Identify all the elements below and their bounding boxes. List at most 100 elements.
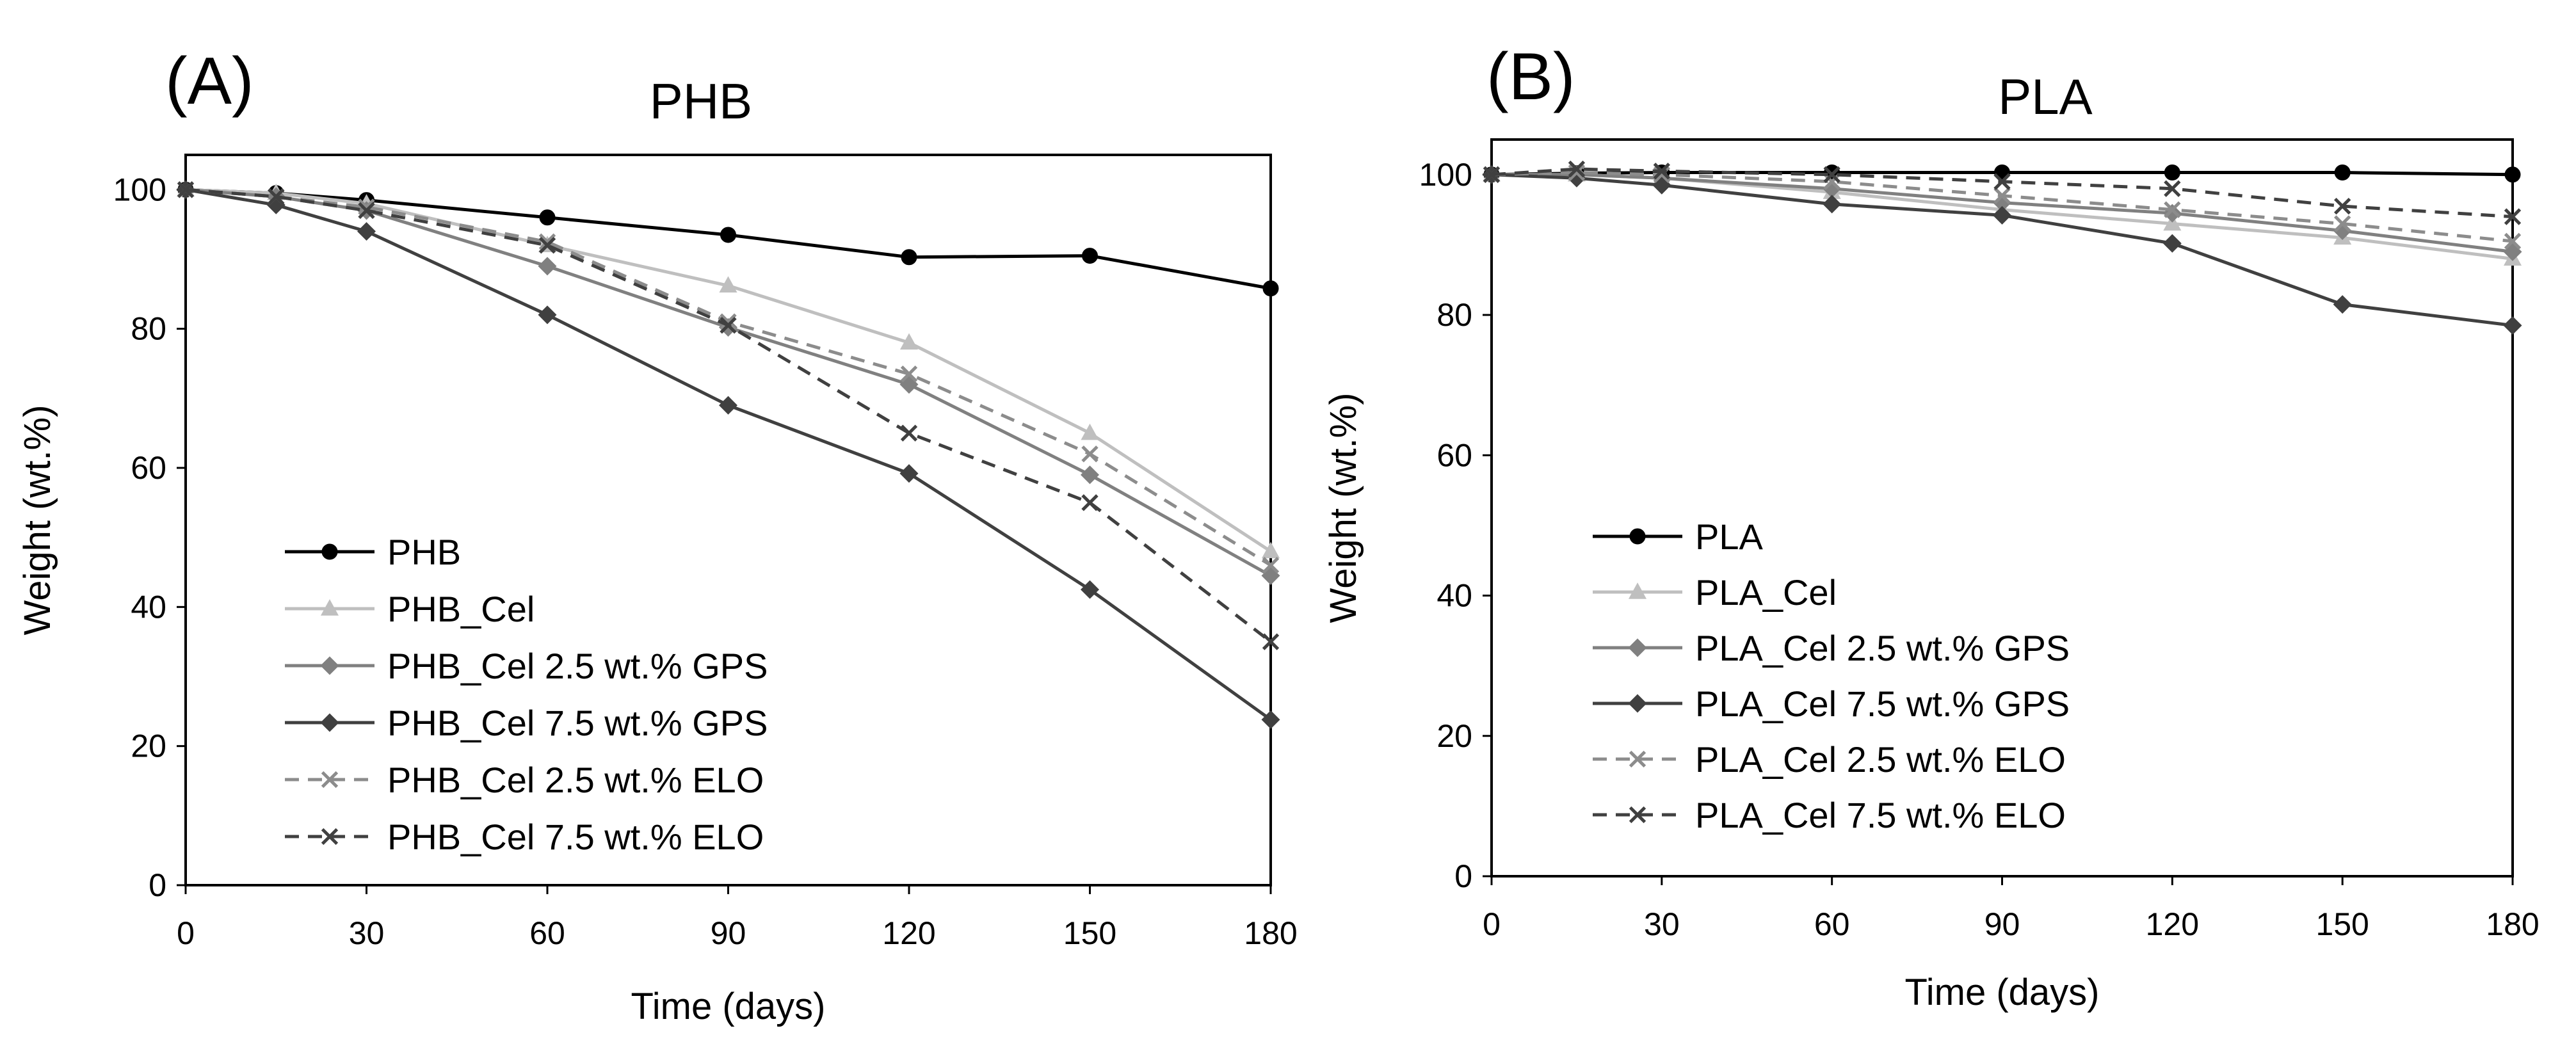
data-point xyxy=(1823,166,1840,183)
y-tick-label: 80 xyxy=(131,311,166,347)
legend-item-pla-cel-7-5-wt-gps: PLA_Cel 7.5 wt.% GPS xyxy=(1593,684,2070,724)
y-tick-label: 20 xyxy=(131,728,166,764)
data-point xyxy=(900,365,918,383)
legend-marker xyxy=(1628,582,1647,599)
legend-item-phb-cel: PHB_Cel xyxy=(285,589,535,629)
legend-label: PLA_Cel 2.5 wt.% GPS xyxy=(1695,628,2070,668)
legend-item-phb-cel-7-5-wt-gps: PHB_Cel 7.5 wt.% GPS xyxy=(285,703,768,743)
legend-label: PLA_Cel 7.5 wt.% ELO xyxy=(1695,795,2066,835)
data-point xyxy=(719,276,737,293)
data-point xyxy=(2164,180,2181,197)
legend-item-pla: PLA xyxy=(1593,517,1763,557)
legend-marker xyxy=(321,543,338,560)
data-point xyxy=(1261,710,1280,729)
y-axis-label: Weight (wt.%) xyxy=(17,405,58,636)
legend-item-pla-cel: PLA_Cel xyxy=(1593,572,1837,613)
legend-item-phb: PHB xyxy=(285,532,461,572)
y-tick-label: 60 xyxy=(1437,437,1472,473)
legend-label: PHB_Cel 7.5 wt.% GPS xyxy=(387,703,768,743)
y-tick-label: 100 xyxy=(113,172,166,207)
series-line xyxy=(185,188,1272,643)
data-point xyxy=(1081,445,1099,463)
y-tick-label: 80 xyxy=(1437,297,1472,333)
legend-marker xyxy=(1629,528,1646,545)
y-tick-label: 0 xyxy=(149,867,166,903)
data-point xyxy=(1993,173,2011,190)
x-tick-label: 180 xyxy=(2486,906,2539,942)
x-tick-label: 120 xyxy=(2146,906,2199,942)
legend-item-pla-cel-2-5-wt-elo: PLA_Cel 2.5 wt.% ELO xyxy=(1593,739,2066,780)
panel-label: (B) xyxy=(1486,40,1575,114)
y-tick-label: 40 xyxy=(131,589,166,625)
series-line xyxy=(1491,171,2513,243)
chart-title: PLA xyxy=(1998,68,2092,125)
data-point xyxy=(1081,494,1099,511)
data-point xyxy=(1262,633,1280,650)
legend-item-phb-cel-7-5-wt-elo: PHB_Cel 7.5 wt.% ELO xyxy=(285,817,764,857)
data-point xyxy=(2164,164,2180,181)
x-tick-label: 0 xyxy=(177,915,195,951)
x-tick-label: 30 xyxy=(349,915,385,951)
legend-item-phb-cel-2-5-wt-elo: PHB_Cel 2.5 wt.% ELO xyxy=(285,760,764,800)
panel-label: (A) xyxy=(165,44,254,118)
data-point xyxy=(1262,556,1280,574)
data-point xyxy=(1080,580,1100,599)
legend-label: PHB_Cel xyxy=(387,589,535,629)
data-point xyxy=(720,227,736,243)
x-tick-label: 60 xyxy=(529,915,565,951)
data-point xyxy=(1993,187,2011,204)
data-point xyxy=(1568,164,1586,181)
data-point xyxy=(2333,295,2352,314)
data-point xyxy=(1262,280,1279,297)
y-tick-label: 100 xyxy=(1419,157,1472,193)
legend-item-pla-cel-7-5-wt-elo: PLA_Cel 7.5 wt.% ELO xyxy=(1593,795,2066,835)
data-point xyxy=(718,396,738,415)
data-point xyxy=(900,424,918,442)
data-point xyxy=(899,464,919,483)
data-point xyxy=(357,222,376,241)
data-point xyxy=(1823,195,1842,214)
legend-marker xyxy=(321,828,339,846)
series-line xyxy=(185,188,1272,721)
data-point xyxy=(2162,234,2182,253)
x-tick-label: 120 xyxy=(882,915,935,951)
legend-marker xyxy=(1628,694,1647,713)
legend-label: PHB_Cel 2.5 wt.% ELO xyxy=(387,760,764,800)
data-point xyxy=(2163,214,2182,231)
data-point xyxy=(2164,201,2181,218)
data-point xyxy=(358,202,375,220)
data-point xyxy=(538,237,556,254)
data-point xyxy=(1081,423,1099,440)
y-tick-label: 40 xyxy=(1437,578,1472,614)
legend-item-phb-cel-2-5-wt-gps: PHB_Cel 2.5 wt.% GPS xyxy=(285,646,768,686)
legend-marker xyxy=(321,771,339,789)
data-point xyxy=(720,317,737,334)
data-point xyxy=(2504,166,2521,183)
legend-label: PHB_Cel 7.5 wt.% ELO xyxy=(387,817,764,857)
data-point xyxy=(899,333,919,350)
legend-marker xyxy=(320,656,339,675)
x-axis-label: Time (days) xyxy=(631,986,826,1027)
chart-title: PHB xyxy=(650,73,752,129)
data-point xyxy=(2503,316,2522,335)
data-point xyxy=(1992,205,2012,225)
data-point xyxy=(1080,465,1100,485)
series-line xyxy=(1492,173,2513,253)
x-tick-label: 150 xyxy=(1063,915,1116,951)
legend-marker xyxy=(1629,750,1646,768)
data-point xyxy=(268,188,285,205)
legend-label: PLA_Cel 2.5 wt.% ELO xyxy=(1695,739,2066,780)
x-tick-label: 0 xyxy=(1483,906,1501,942)
series-line xyxy=(1491,173,2513,327)
panel-b: (B) PLA 0 30 60 90 120 150 180 0 20 40 60 80 100 Time (… xyxy=(1323,40,2540,1013)
data-point xyxy=(538,257,557,276)
data-point xyxy=(2504,208,2522,225)
legend-label: PLA_Cel xyxy=(1695,572,1837,613)
series-line xyxy=(185,188,1272,567)
x-tick-label: 180 xyxy=(1244,915,1297,951)
legend-label: PHB xyxy=(387,532,461,572)
data-point xyxy=(1823,173,1840,190)
x-axis-label: Time (days) xyxy=(1905,972,2100,1013)
x-tick-label: 90 xyxy=(711,915,746,951)
